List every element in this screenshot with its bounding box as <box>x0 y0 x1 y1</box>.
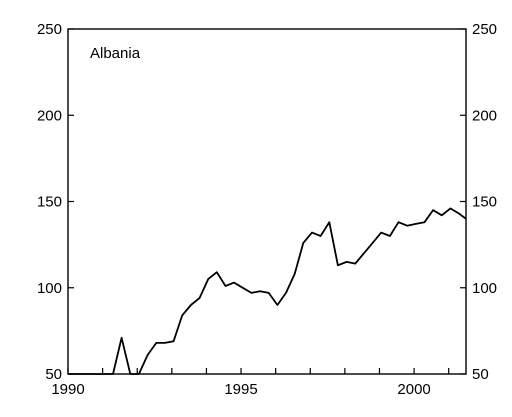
y-tick-label-left: 250 <box>37 21 62 38</box>
y-tick-label-left: 50 <box>45 366 62 383</box>
plot-frame <box>67 28 467 375</box>
y-tick-label-right: 200 <box>472 107 497 124</box>
y-tick-label-left: 100 <box>37 280 62 297</box>
x-tick-label: 1995 <box>224 381 257 398</box>
ticks: 50 50 100 100 150 150 200 200 250 250 1990 1995 2000 <box>37 21 497 398</box>
series-group <box>68 207 467 375</box>
y-tick-label-left: 200 <box>37 107 62 124</box>
y-tick-label-left: 150 <box>37 194 62 211</box>
x-tick-label: 1990 <box>51 381 84 398</box>
y-tick-label-right: 100 <box>472 280 497 297</box>
y-tick-label-right: 50 <box>472 366 489 383</box>
y-tick-label-right: 150 <box>472 194 497 211</box>
y-tick-label-right: 250 <box>472 21 497 38</box>
x-tick-label: 2000 <box>397 381 430 398</box>
series-line <box>68 207 467 375</box>
panel-label: Albania <box>90 45 141 62</box>
axes <box>67 28 467 375</box>
